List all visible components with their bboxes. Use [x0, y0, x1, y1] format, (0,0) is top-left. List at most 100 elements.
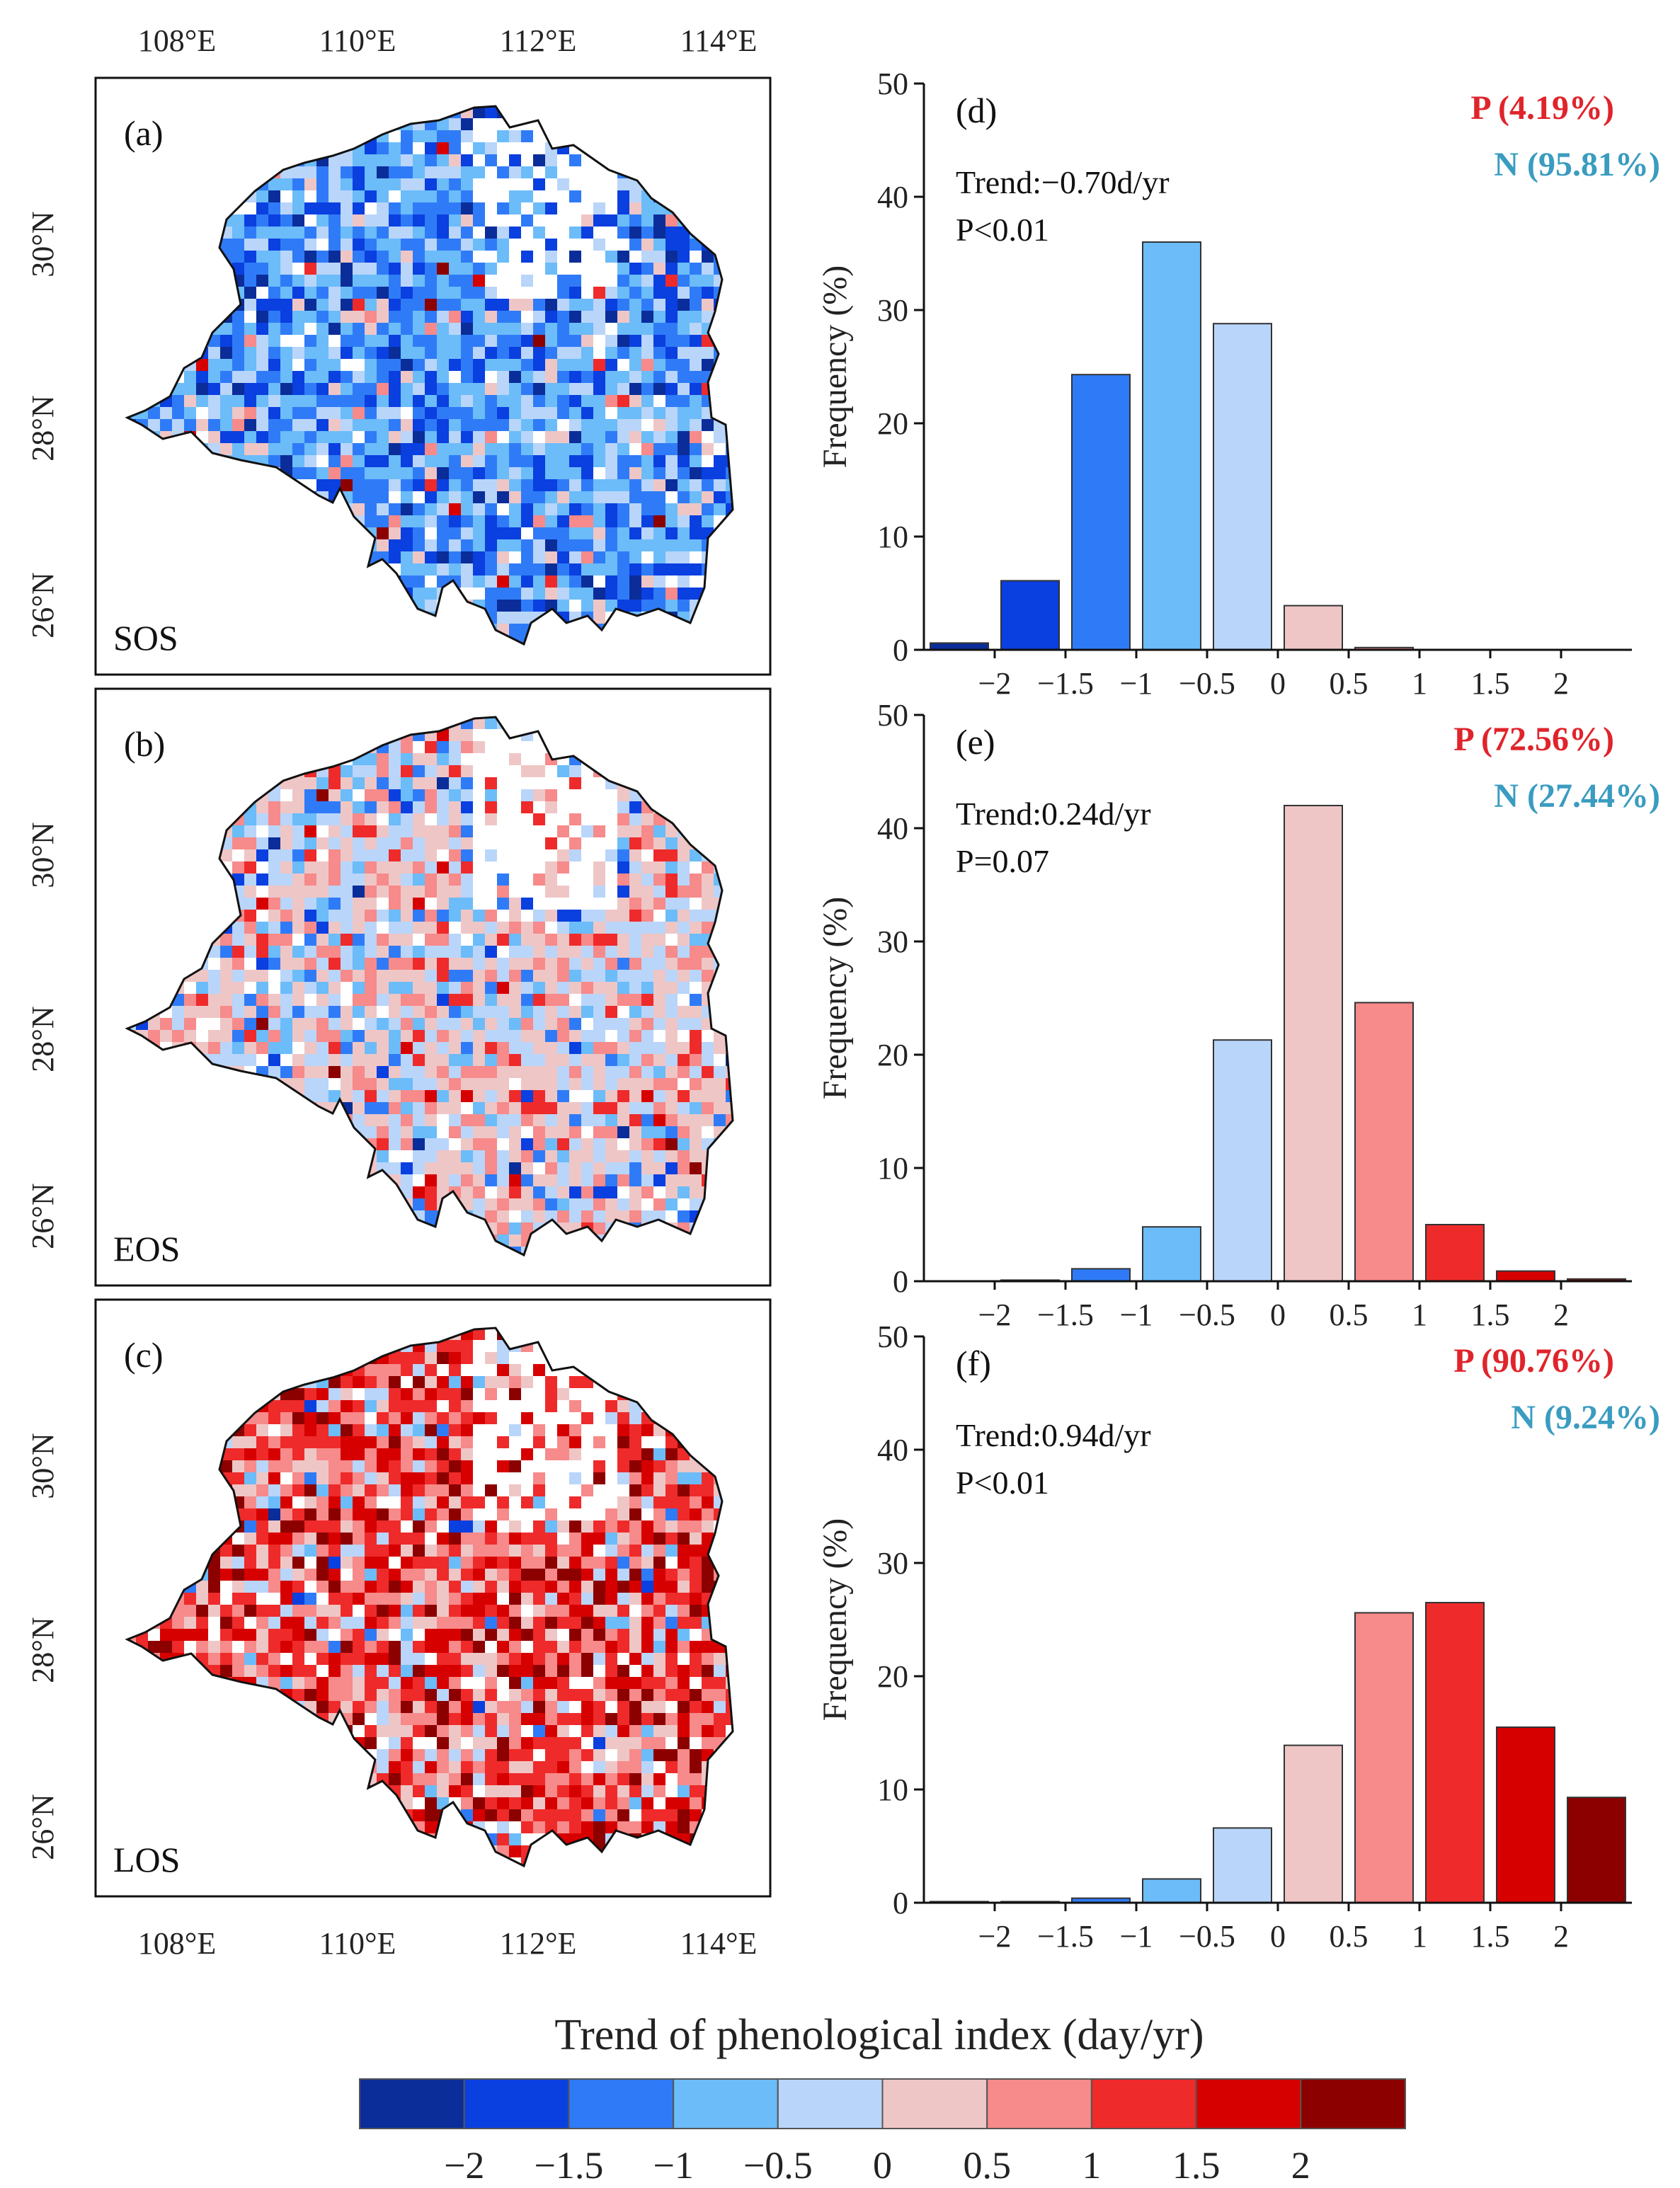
map-pixel	[485, 214, 497, 227]
map-pixel	[557, 1078, 569, 1090]
map-pixel	[593, 1222, 605, 1235]
map-pixel	[509, 1235, 521, 1247]
map-pixel	[497, 922, 509, 934]
map-pixel	[581, 600, 593, 612]
map-pixel	[497, 934, 509, 946]
map-pixel	[593, 323, 605, 335]
map-pixel	[232, 970, 244, 982]
map-pixel	[172, 395, 184, 407]
map-pixel	[569, 946, 581, 958]
map-pixel	[328, 395, 341, 407]
map-pixel	[328, 299, 341, 311]
map-pixel	[521, 1186, 533, 1198]
map-pixel	[593, 371, 605, 383]
map-pixel	[533, 1054, 545, 1066]
map-pixel	[690, 479, 702, 491]
map-pixel	[377, 263, 389, 275]
map-pixel	[365, 801, 377, 813]
map-pixel	[172, 1030, 184, 1042]
map-pixel	[413, 1066, 425, 1078]
map-pixel	[377, 1090, 389, 1102]
map-pixel	[449, 837, 461, 849]
map-pixel	[690, 263, 702, 275]
map-pixel	[389, 1150, 401, 1162]
map-pixel	[437, 359, 449, 371]
map-pixel	[702, 874, 714, 886]
map-pixel	[244, 849, 256, 861]
map-pixel	[629, 1198, 641, 1210]
map-pixel	[581, 946, 593, 958]
map-pixel	[437, 837, 449, 849]
map-pixel	[268, 1018, 280, 1030]
map-pixel	[545, 1376, 557, 1388]
map-pixel	[605, 1174, 617, 1186]
map-pixel	[304, 251, 316, 263]
map-pixel	[593, 1174, 605, 1186]
map-pixel	[304, 946, 316, 958]
map-pixel	[557, 527, 569, 539]
map-pixel	[726, 1102, 733, 1114]
map-pixel	[328, 1388, 341, 1400]
map-pixel	[425, 741, 437, 753]
map-pixel	[425, 813, 437, 825]
map-pixel	[509, 479, 521, 491]
map-pixel	[365, 275, 377, 287]
map-pixel	[617, 202, 629, 214]
map-pixel	[605, 431, 617, 443]
map-pixel	[521, 1054, 533, 1066]
map-pixel	[641, 311, 653, 323]
map-pixel	[617, 1090, 629, 1102]
map-pixel	[605, 1138, 617, 1150]
map-pixel	[617, 1102, 629, 1114]
map-pixel	[268, 455, 280, 467]
map-pixel	[473, 359, 485, 371]
map-pixel	[557, 479, 569, 491]
map-pixel	[678, 383, 690, 395]
map-pixel	[341, 347, 353, 359]
map-pixel	[280, 934, 292, 946]
map-pixel	[497, 202, 509, 214]
map-pixel	[497, 1054, 509, 1066]
map-pixel	[389, 419, 401, 431]
map-pixel	[304, 825, 316, 837]
map-pixel	[437, 1388, 449, 1400]
map-pixel	[629, 1114, 641, 1126]
map-pixel	[353, 874, 365, 886]
map-pixel	[377, 801, 389, 813]
map-pixel	[545, 371, 557, 383]
map-pixel	[557, 166, 569, 178]
map-pixel	[617, 588, 629, 600]
map-pixel	[425, 299, 437, 311]
map-pixel	[413, 575, 425, 588]
map-pixel	[413, 982, 425, 994]
map-pixel	[425, 982, 437, 994]
map-pixel	[665, 1186, 678, 1198]
map-pixel	[473, 1162, 485, 1174]
map-pixel	[437, 263, 449, 275]
map-pixel	[485, 455, 497, 467]
map-pixel	[328, 994, 341, 1006]
map-pixel	[208, 970, 220, 982]
map-pixel	[521, 982, 533, 994]
map-pixel	[425, 934, 437, 946]
map-pixel	[690, 347, 702, 359]
map-pixel	[557, 813, 569, 825]
map-pixel	[605, 600, 617, 612]
map-pixel	[304, 287, 316, 299]
map-pixel	[641, 600, 653, 612]
map-pixel	[413, 934, 425, 946]
map-pixel	[509, 335, 521, 347]
map-pixel	[280, 287, 292, 299]
map-pixel	[629, 1150, 641, 1162]
map-pixel	[497, 886, 509, 898]
map-pixel	[581, 1090, 593, 1102]
map-pixel	[497, 1030, 509, 1042]
map-pixel	[268, 970, 280, 982]
map-pixel	[665, 214, 678, 227]
map-pixel	[653, 970, 665, 982]
map-pixel	[148, 1018, 160, 1030]
map-pixel	[377, 946, 389, 958]
map-pixel	[629, 299, 641, 311]
map-pixel	[292, 813, 304, 825]
map-pixel	[449, 323, 461, 335]
